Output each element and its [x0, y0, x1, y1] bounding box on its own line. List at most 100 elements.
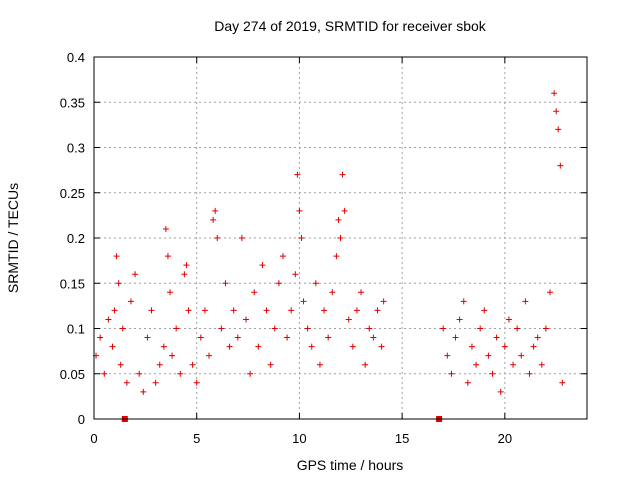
data-point [316, 361, 323, 368]
data-point [251, 289, 258, 296]
data-point [551, 90, 558, 97]
data-point [378, 343, 385, 350]
data-point [197, 334, 204, 341]
data-point [514, 325, 521, 332]
data-point [349, 343, 356, 350]
data-point [271, 325, 278, 332]
data-point [538, 361, 545, 368]
data-point [288, 307, 295, 314]
data-point [115, 280, 122, 287]
data-point [212, 207, 219, 214]
data-point [160, 343, 167, 350]
x-tick-label: 10 [292, 431, 306, 446]
y-tick-label: 0.15 [60, 276, 85, 291]
axis-ticks: 0 0.05 0.1 0.15 0.2 0.25 0.3 0.35 0.4 0 5 10 15 20 [60, 50, 587, 446]
data-point [105, 316, 112, 323]
y-tick-label: 0.35 [60, 95, 85, 110]
data-point [156, 361, 163, 368]
data-point [298, 235, 305, 241]
data-point [101, 370, 108, 377]
data-point [505, 316, 512, 323]
data-point [132, 271, 139, 278]
data-point [493, 334, 500, 341]
data-point [456, 316, 463, 323]
data-point [234, 334, 241, 341]
data-point [119, 325, 126, 332]
data-point [127, 298, 134, 305]
data-point [279, 253, 286, 260]
data-point [518, 352, 525, 359]
data-point [339, 171, 346, 178]
data-point [333, 253, 340, 260]
data-point [230, 307, 237, 314]
data-point [542, 325, 549, 332]
data-point [123, 379, 130, 386]
data-point [510, 361, 517, 368]
data-point [530, 343, 537, 350]
data-point [238, 235, 245, 241]
y-tick-label: 0.4 [67, 50, 85, 65]
data-point [362, 361, 369, 368]
data-point [189, 361, 196, 368]
data-point [452, 334, 459, 341]
data-point [173, 325, 180, 332]
data-point [481, 307, 488, 314]
data-point [111, 307, 118, 314]
data-point [557, 162, 564, 169]
data-point [169, 352, 176, 359]
data-point [358, 289, 365, 296]
x-axis-label: GPS time / hours [297, 457, 404, 473]
data-point [555, 126, 562, 133]
data-point [183, 262, 190, 269]
data-point [353, 307, 360, 314]
y-tick-label: 0.2 [67, 231, 85, 246]
data-point [370, 334, 377, 341]
data-point [284, 334, 291, 341]
data-point [489, 370, 496, 377]
data-point [448, 370, 455, 377]
data-point [468, 343, 475, 350]
data-point [292, 271, 299, 278]
y-tick-label: 0 [78, 412, 85, 427]
data-point [193, 379, 200, 386]
data-point [185, 307, 192, 314]
data-point [218, 325, 225, 332]
data-point [473, 361, 480, 368]
data-point [312, 280, 319, 287]
data-point [325, 334, 332, 341]
data-point [341, 207, 348, 214]
data-point [366, 325, 373, 332]
data-point [329, 289, 336, 296]
x-tick-label: 0 [90, 431, 97, 446]
data-point [308, 343, 315, 350]
y-tick-label: 0.25 [60, 186, 85, 201]
data-point [181, 271, 188, 278]
data-point [547, 289, 554, 296]
data-point [464, 379, 471, 386]
data-point [275, 280, 282, 287]
data-point [267, 361, 274, 368]
data-point [162, 225, 169, 232]
data-points [93, 90, 566, 395]
data-point [140, 388, 147, 395]
data-point [222, 280, 229, 287]
data-point [255, 343, 262, 350]
data-point [304, 325, 311, 332]
data-point [501, 343, 508, 350]
data-point [152, 379, 159, 386]
data-point [294, 171, 301, 178]
data-point [117, 361, 124, 368]
data-point [300, 298, 307, 305]
data-point [485, 352, 492, 359]
data-point [444, 352, 451, 359]
y-tick-label: 0.1 [67, 322, 85, 337]
data-point [374, 307, 381, 314]
data-point [210, 216, 217, 223]
data-point [144, 334, 151, 341]
chart-title: Day 274 of 2019, SRMTID for receiver sbo… [214, 18, 487, 34]
data-point [296, 207, 303, 214]
data-point [559, 379, 566, 386]
data-point [109, 343, 116, 350]
